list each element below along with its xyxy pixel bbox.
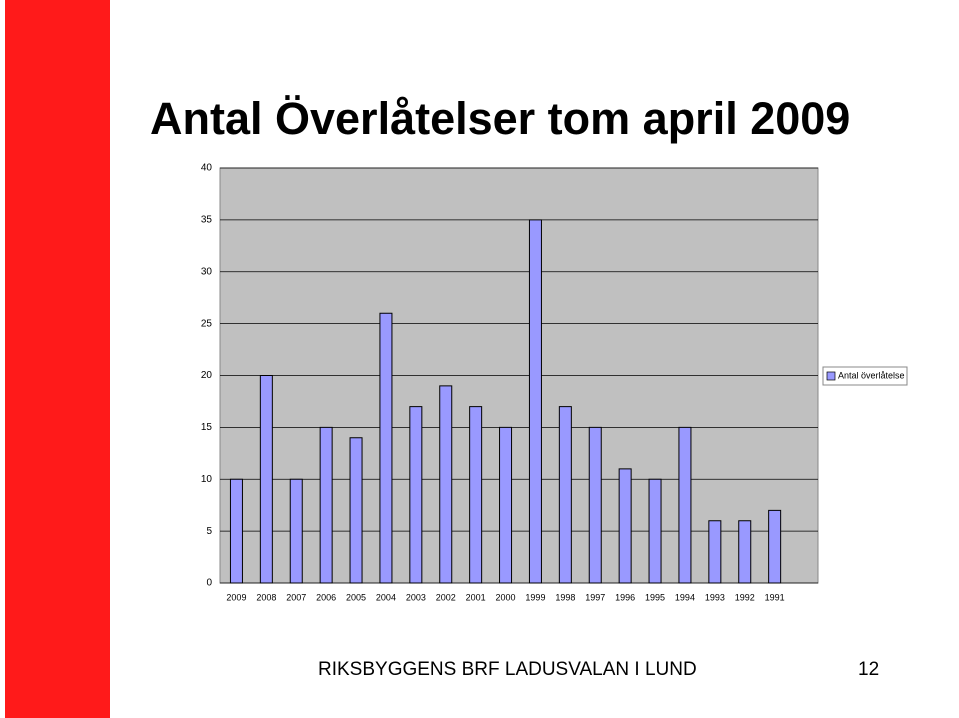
bar	[738, 520, 752, 584]
x-tick-label: 2001	[466, 592, 486, 602]
legend-box	[822, 366, 908, 386]
bar	[499, 426, 513, 584]
legend-label: Antal överlåtelse	[838, 370, 905, 380]
bar	[678, 426, 692, 584]
y-tick-label: 10	[201, 474, 213, 485]
bar	[409, 406, 423, 584]
y-tick-label: 30	[201, 266, 213, 277]
bar	[319, 426, 333, 584]
side-strip	[5, 0, 110, 718]
x-tick-label: 2007	[286, 592, 306, 602]
x-tick-label: 1995	[645, 592, 665, 602]
x-tick-label: 1991	[765, 592, 785, 602]
chart-title: Antal Överlåtelser tom april 2009	[150, 93, 850, 144]
bar	[289, 478, 303, 584]
x-tick-label: 2005	[346, 592, 366, 602]
y-tick-label: 20	[201, 370, 213, 381]
page-number: 12	[858, 659, 879, 680]
y-tick-label: 35	[201, 215, 213, 226]
bar	[229, 478, 243, 584]
legend-swatch	[826, 371, 836, 381]
bar	[469, 406, 483, 584]
bar	[618, 468, 632, 584]
x-tick-label: 2009	[226, 592, 246, 602]
x-tick-label: 2008	[256, 592, 276, 602]
bar	[259, 375, 273, 584]
x-tick-label: 1994	[675, 592, 695, 602]
bar	[349, 437, 363, 584]
y-tick-label: 5	[206, 526, 212, 537]
y-tick-label: 15	[201, 422, 213, 433]
x-tick-label: 1992	[735, 592, 755, 602]
x-tick-label: 2004	[376, 592, 396, 602]
x-tick-label: 1993	[705, 592, 725, 602]
bar	[708, 520, 722, 584]
bar	[558, 406, 572, 584]
x-tick-label: 1996	[615, 592, 635, 602]
x-tick-label: 2006	[316, 592, 336, 602]
y-tick-label: 40	[201, 163, 213, 174]
bar	[379, 312, 393, 584]
bar	[439, 385, 453, 584]
bar	[648, 478, 662, 584]
x-tick-label: 2002	[436, 592, 456, 602]
footer-text: RIKSBYGGENS BRF LADUSVALAN I LUND	[318, 659, 697, 680]
x-tick-label: 1998	[555, 592, 575, 602]
x-tick-label: 2000	[496, 592, 516, 602]
y-tick-label: 25	[201, 318, 213, 329]
bar	[588, 426, 602, 584]
x-tick-label: 2003	[406, 592, 426, 602]
y-tick-label: 0	[206, 578, 212, 589]
x-tick-label: 1999	[525, 592, 545, 602]
x-tick-label: 1997	[585, 592, 605, 602]
bar	[768, 509, 782, 584]
bar	[528, 219, 542, 584]
